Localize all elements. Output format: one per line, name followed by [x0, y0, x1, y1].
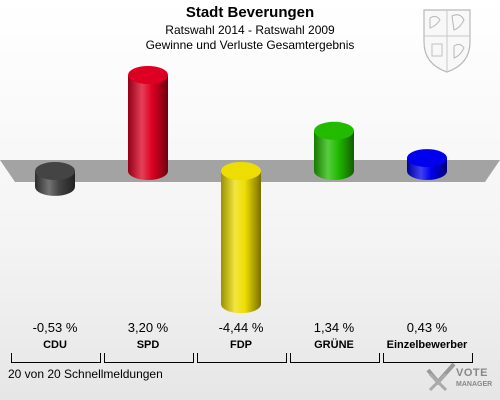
category-bracket [290, 353, 380, 363]
bar-fdp [221, 162, 261, 314]
vote-manager-logo-icon [426, 362, 456, 392]
category-bracket [11, 353, 101, 363]
value-label: 0,43 % [406, 320, 448, 335]
city-crest-icon [423, 9, 471, 73]
category-label: CDU [43, 339, 67, 351]
footer-status: 20 von 20 Schnellmeldungen [8, 367, 163, 381]
category-label: SPD [136, 339, 160, 351]
logo-text-manager: MANAGER [456, 381, 493, 388]
bar-cdu [35, 162, 75, 196]
category-bracket [197, 353, 287, 363]
chart-subtitle: Ratswahl 2014 - Ratswahl 2009 [165, 23, 335, 37]
chart-title: Stadt Beverungen [185, 4, 315, 21]
category-label: FDP [230, 339, 252, 351]
bars-group [35, 66, 447, 314]
bar-einzelbewerber [407, 149, 447, 180]
chart-subtitle-2: Gewinne und Verluste Gesamtergebnis [145, 38, 355, 52]
bar-spd [128, 66, 168, 180]
value-label: 1,34 % [313, 320, 355, 335]
value-label: -0,53 % [32, 320, 78, 335]
value-label: -4,44 % [218, 320, 264, 335]
category-bracket [383, 353, 473, 363]
category-bracket [104, 353, 194, 363]
value-label: 3,20 % [127, 320, 169, 335]
logo-text-vote: VOTE [456, 367, 488, 379]
bar-gr-ne [314, 121, 354, 180]
category-label: GRÜNE [314, 339, 354, 351]
category-label: Einzelbewerber [386, 339, 468, 351]
